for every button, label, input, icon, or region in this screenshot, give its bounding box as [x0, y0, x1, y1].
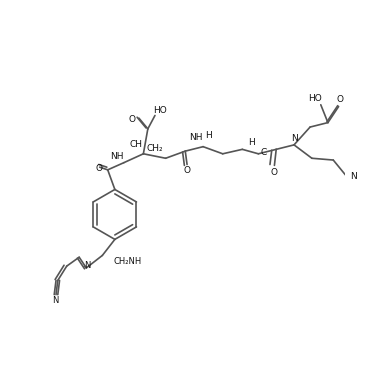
Text: N: N: [350, 172, 357, 181]
Text: O: O: [270, 168, 277, 177]
Text: O: O: [128, 115, 135, 124]
Text: HO: HO: [309, 94, 322, 103]
Text: H: H: [248, 138, 255, 147]
Text: HO: HO: [154, 105, 167, 115]
Text: N: N: [84, 261, 90, 270]
Text: NH: NH: [189, 133, 203, 142]
Text: C: C: [260, 148, 267, 157]
Text: O: O: [184, 166, 191, 175]
Text: N: N: [52, 296, 58, 305]
Text: H: H: [205, 131, 212, 141]
Text: CH₂NH: CH₂NH: [113, 257, 141, 266]
Text: NH: NH: [110, 152, 123, 161]
Text: O: O: [337, 95, 344, 104]
Text: O: O: [95, 164, 102, 172]
Text: N: N: [291, 134, 297, 143]
Text: CH₂: CH₂: [147, 144, 163, 153]
Text: CH: CH: [130, 140, 143, 149]
